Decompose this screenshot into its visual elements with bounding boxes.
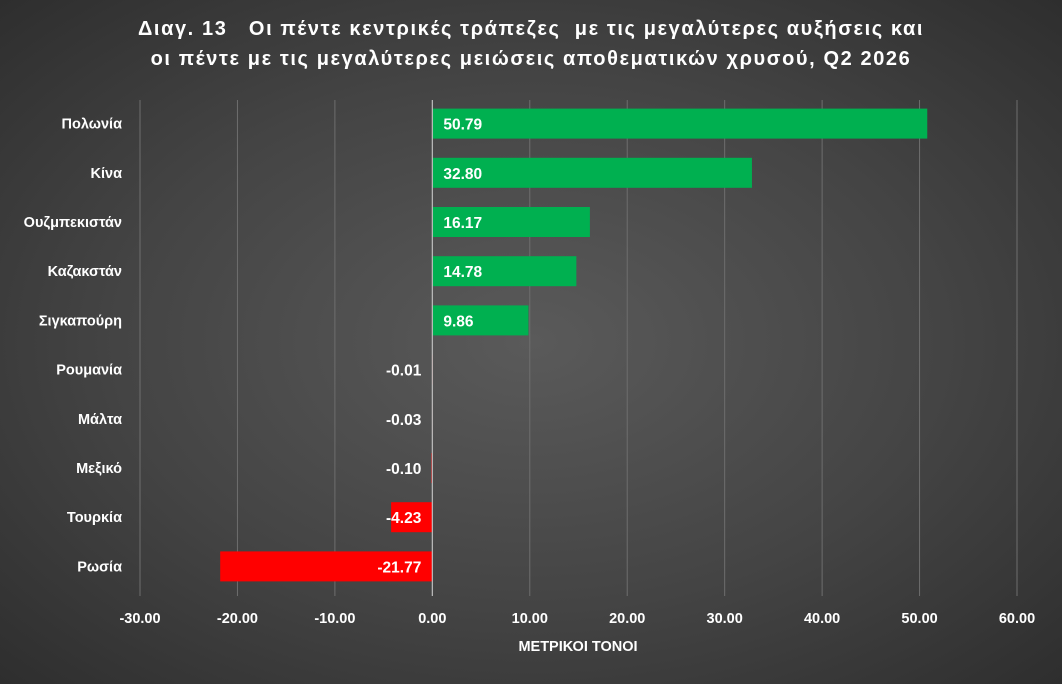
x-tick-label: 20.00 <box>609 611 645 627</box>
bar <box>220 551 433 582</box>
data-label: -21.77 <box>377 559 421 576</box>
bar <box>432 256 577 287</box>
category-label: Ρουμανία <box>56 363 122 379</box>
bar <box>432 305 529 336</box>
chart-title-line-1: Διαγ. 13 Οι πέντε κεντρικές τράπεζες με … <box>137 18 925 40</box>
x-tick-label: 40.00 <box>804 611 840 627</box>
data-label: 50.79 <box>443 117 482 134</box>
category-label: Ουζμπεκιστάν <box>24 215 122 231</box>
category-label: Μάλτα <box>78 412 122 428</box>
category-label: Μεξικό <box>76 461 122 477</box>
data-label: 32.80 <box>443 166 482 183</box>
category-label: Καζακστάν <box>48 264 122 280</box>
category-label: Πολωνία <box>62 117 123 133</box>
category-label: Τουρκία <box>67 510 122 526</box>
data-label: -0.01 <box>386 363 422 380</box>
data-label: 9.86 <box>443 313 474 330</box>
x-tick-label: -30.00 <box>119 611 160 627</box>
x-tick-label: 50.00 <box>901 611 937 627</box>
data-label: 14.78 <box>443 264 482 281</box>
bar <box>432 207 590 237</box>
bars <box>220 108 928 582</box>
x-tick-label: -10.00 <box>314 611 355 627</box>
x-tick-label: 10.00 <box>512 611 548 627</box>
x-tick-label: -20.00 <box>217 611 258 627</box>
chart-title-line-2: οι πέντε με τις μεγαλύτερες μειώσεις απο… <box>150 48 912 70</box>
bar <box>432 157 752 188</box>
x-tick-label: 0.00 <box>418 611 446 627</box>
bar <box>432 108 928 139</box>
data-label: 16.17 <box>443 215 482 232</box>
data-label: -0.03 <box>386 412 422 429</box>
category-label: Ρωσία <box>77 559 122 575</box>
labels: -30.00 -20.00 -10.00 0.00 10.00 20.00 30.00 40.… <box>24 117 1035 627</box>
data-label: -0.10 <box>386 461 421 478</box>
bar <box>391 502 433 533</box>
chart-title: Διαγ. 13 Οι πέντε κεντρικές τράπεζες με … <box>0 14 1062 74</box>
data-label: -4.23 <box>386 510 422 527</box>
x-tick-label: 60.00 <box>999 611 1035 627</box>
x-axis-title: ΜΕΤΡΙΚΟΙ ΤΟΝΟΙ <box>518 639 637 655</box>
x-tick-label: 30.00 <box>707 611 743 627</box>
category-label: Σιγκαπούρη <box>39 313 122 329</box>
category-label: Κίνα <box>91 166 123 182</box>
